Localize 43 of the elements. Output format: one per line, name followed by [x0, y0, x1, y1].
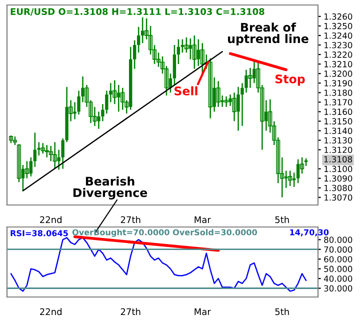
y-tick-label: 40.000	[324, 276, 352, 282]
y-tick-label: 1.3070	[324, 194, 352, 201]
annotation: Bearish Divergence	[73, 176, 148, 200]
x-tick-label: 22nd	[40, 216, 62, 224]
x-tick-label: 22nd	[40, 308, 62, 316]
y-tick-label: 1.3160	[324, 108, 352, 115]
y-tick-label: 1.3100	[324, 166, 352, 172]
chart-title: RSI=38.0645	[10, 230, 68, 236]
y-tick-label: 30.000	[324, 285, 352, 292]
x-tick-label: 5th	[275, 308, 289, 316]
y-tick-label: 1.3170	[324, 99, 352, 106]
y-tick-label: 1.3140	[324, 128, 352, 134]
y-tick-label: 1.3120	[324, 146, 352, 154]
annotation: Stop	[275, 74, 305, 86]
y-tick-label: 50.000	[324, 266, 352, 272]
y-tick-label: 80.000	[324, 236, 352, 243]
annotation: Sell	[174, 86, 198, 96]
y-tick-label: 1.3190	[324, 80, 352, 86]
y-tick-label: 60.000	[324, 256, 352, 262]
annotation: OverBought=70.0000 OverSold=30.0000	[72, 229, 257, 237]
x-tick-label: Mar	[194, 308, 211, 316]
line-series	[10, 237, 307, 292]
annotation: Break of uptrend line	[228, 22, 308, 46]
y-tick-label: 1.3130	[324, 137, 352, 144]
y-tick-label: 1.3080	[324, 184, 352, 192]
x-tick-label: 27th	[120, 308, 140, 315]
y-tick-label: 1.3180	[324, 90, 352, 96]
y-tick-label: 1.3240	[324, 32, 352, 39]
y-tick-label: 1.3260	[324, 13, 352, 20]
y-tick-label: 1.3230	[324, 42, 352, 48]
y-tick-label: 70.000	[324, 246, 352, 253]
text: 1.3108	[324, 156, 352, 162]
y-tick-label: 1.3090	[324, 175, 352, 182]
y-tick-label: 1.3210	[324, 61, 352, 68]
y-tick-label: 1.3150	[324, 118, 352, 124]
y-tick-label: 1.3200	[324, 70, 352, 77]
chart-title: EUR/USD O=1.3108 H=1.3111 L=1.3103 C=1.3108	[10, 8, 264, 16]
y-tick-label: 1.3220	[324, 52, 352, 58]
x-tick-label: 5th	[275, 216, 289, 224]
x-tick-label: Mar	[194, 216, 211, 224]
annotation: 14,70,30	[290, 229, 329, 236]
x-tick-label: 27th	[120, 216, 140, 223]
y-tick-label: 1.3250	[324, 22, 352, 30]
